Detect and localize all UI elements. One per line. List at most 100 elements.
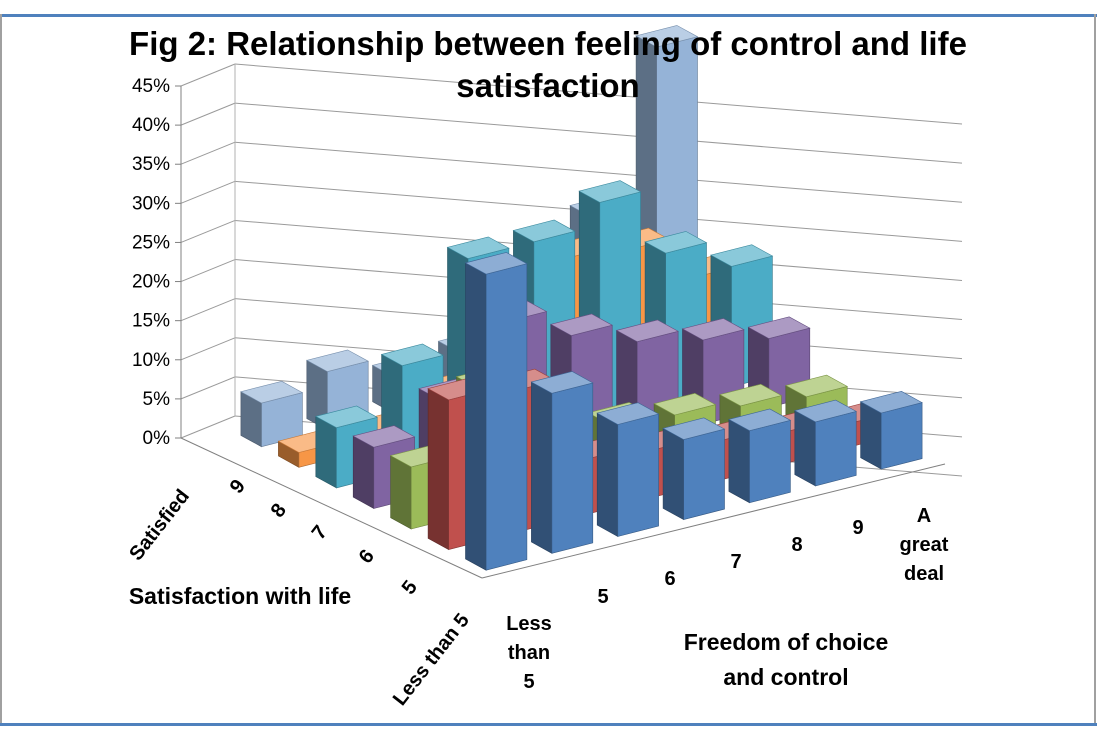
depth-category-label-6: Satisfied — [125, 486, 194, 565]
bar-side-face — [465, 262, 487, 571]
y-tick-label-8: 40% — [132, 115, 170, 136]
gridline-left-4 — [180, 259, 236, 283]
x-category-label-4-0: 8 — [791, 534, 802, 556]
bar-top-face — [662, 417, 726, 440]
bar-top-face — [653, 392, 717, 416]
bar-less-than-5-0 — [464, 252, 528, 571]
y-tick-label-4: 20% — [132, 272, 170, 293]
bar-top-face — [530, 371, 594, 394]
x-category-label-3-0: 7 — [730, 551, 741, 573]
bar-front-face — [551, 382, 594, 554]
bar-top-face — [719, 383, 783, 407]
depth-category-label-1: 5 — [398, 577, 422, 599]
bar-top-face — [512, 219, 576, 243]
y-tick-label-5: 25% — [132, 232, 170, 253]
gridline-back-8 — [234, 102, 963, 164]
x-category-label-0-1: than — [508, 642, 550, 664]
chart-title-line-1: Fig 2: Relationship between feeling of c… — [129, 25, 967, 62]
bar-top-face — [380, 343, 444, 367]
bar-front-face — [880, 402, 923, 470]
bar-less-than-5-2 — [596, 402, 660, 538]
y-tick-label-1: 5% — [143, 389, 171, 410]
bar-side-face — [794, 410, 816, 487]
bar-top-face — [681, 318, 745, 341]
y-tick-label-3: 15% — [132, 311, 170, 332]
bar-top-face — [615, 319, 679, 343]
bar-less-than-5-3 — [662, 417, 726, 521]
bar-side-face — [352, 435, 375, 510]
y-tick-label-6: 30% — [132, 193, 170, 214]
frame-right-border — [1094, 14, 1096, 726]
depth-category-label-2: 6 — [355, 546, 379, 568]
gridline-left-9 — [180, 63, 236, 87]
x-axis-title-line-1: Freedom of choice — [684, 629, 888, 655]
bar-top-face — [549, 313, 614, 336]
bar-side-face — [390, 455, 412, 530]
bar-top-face — [305, 349, 370, 372]
bar-top-face — [793, 399, 858, 423]
bar-side-face — [728, 418, 750, 504]
bar-top-face — [314, 405, 379, 429]
bar-top-face — [464, 252, 528, 275]
chart-title-line-2: satisfaction — [456, 67, 639, 104]
bar-top-face — [728, 408, 792, 432]
x-category-label-0-2: 5 — [523, 671, 534, 693]
y-tick-label-7: 35% — [132, 154, 170, 175]
bar-top-face — [578, 180, 642, 203]
depth-category-label-5: 9 — [226, 476, 250, 498]
bar-top-face — [446, 236, 510, 259]
x-category-label-1-0: 5 — [597, 586, 608, 608]
gridline-left-2 — [180, 337, 236, 361]
frame-top-border — [0, 14, 1097, 17]
x-category-label-6-2: deal — [904, 563, 944, 585]
bar-front-face — [617, 413, 659, 537]
frame-bottom-border — [0, 723, 1097, 726]
frame-left-border — [0, 14, 2, 726]
bar-top-face — [747, 316, 811, 339]
x-category-label-5-0: 9 — [852, 517, 863, 539]
depth-axis-title: Satisfaction with life — [129, 583, 351, 609]
bar-less-than-5-6 — [859, 390, 923, 470]
x-category-label-6-0: A — [917, 505, 931, 527]
bar-less-than-5-4 — [728, 408, 792, 504]
bar-side-face — [662, 427, 685, 521]
bar-satisfied-0 — [240, 380, 304, 448]
x-category-label-0-0: Less — [506, 613, 552, 635]
bar-top-face — [240, 380, 304, 404]
gridline-left-6 — [180, 180, 236, 204]
bar-top-face — [710, 244, 774, 267]
floor-left-edge — [180, 437, 483, 579]
gridline-back-7 — [234, 141, 963, 203]
gridline-back-9 — [234, 63, 963, 125]
bar-front-face — [683, 428, 725, 520]
bar-top-face — [596, 402, 660, 425]
bar-side-face — [427, 388, 450, 551]
depth-category-label-3: 7 — [308, 522, 332, 544]
floor-front-edge — [481, 463, 946, 579]
gridline-left-8 — [180, 102, 236, 126]
chart-bars — [240, 25, 923, 571]
gridline-left-5 — [180, 219, 236, 243]
bar-side-face — [596, 412, 619, 538]
bar-top-face — [352, 425, 416, 448]
y-tick-label-0: 0% — [143, 428, 171, 449]
y-tick-label-9: 45% — [132, 76, 170, 97]
bar-top-face — [784, 374, 849, 398]
bar-front-face — [749, 419, 791, 504]
gridline-left-7 — [180, 141, 236, 165]
bar-top-face — [859, 390, 923, 414]
bar-side-face — [315, 415, 337, 489]
bar-less-than-5-5 — [793, 399, 858, 487]
gridline-left-0 — [180, 415, 236, 439]
bar-side-face — [531, 381, 553, 554]
gridline-left-3 — [180, 298, 236, 322]
gridline-left-1 — [180, 376, 236, 400]
bar-top-face — [644, 231, 708, 254]
bar-side-face — [860, 401, 882, 470]
y-axis-ticks: 0% 5% 10% 15% 20% 25% 30% 35% 40% 45% — [132, 76, 181, 449]
x-axis-title-line-2: and control — [723, 664, 848, 690]
bar-less-than-5-1 — [530, 371, 594, 554]
depth-category-label-0: Less than 5 — [389, 610, 474, 710]
